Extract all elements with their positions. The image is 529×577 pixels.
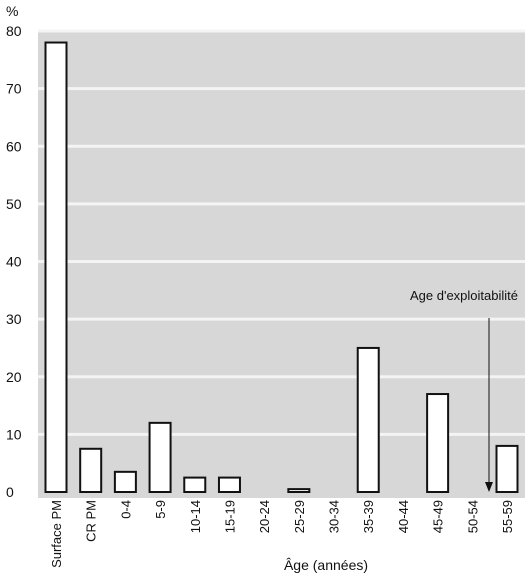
- x-tick-label: 55-59: [500, 500, 515, 533]
- x-tick-label: 30-34: [327, 500, 342, 533]
- bar: [113, 470, 137, 493]
- y-tick-label: 10: [6, 426, 22, 442]
- x-tick-label: 40-44: [396, 500, 411, 533]
- annotation-arrow-head: [485, 482, 493, 492]
- bar: [44, 41, 68, 494]
- bar: [217, 476, 241, 493]
- y-tick-label: 20: [6, 369, 22, 385]
- y-tick-labels: 0 10 20 30 40 50 60 70 80: [6, 23, 22, 500]
- annotation-label: Age d'exploitabilité: [410, 288, 518, 303]
- y-tick-label: 60: [6, 138, 22, 154]
- x-tick-label: 25-29: [292, 500, 307, 533]
- x-tick-label: 0-4: [118, 500, 133, 519]
- x-tick-label: 20-24: [257, 500, 272, 533]
- y-tick-label: 30: [6, 311, 22, 327]
- bar: [356, 346, 380, 493]
- y-tick-label: 70: [6, 81, 22, 97]
- x-tick-labels: Surface PM CR PM 0-4 5-9 10-14 15-19 20-24 25-2…: [49, 500, 515, 568]
- plot-background: [38, 30, 525, 498]
- x-tick-label: 50-54: [465, 500, 480, 533]
- x-tick-label: 5-9: [153, 500, 168, 519]
- bar: [148, 421, 172, 494]
- bar: [287, 488, 311, 493]
- y-tick-label: 50: [6, 196, 22, 212]
- x-tick-label: 10-14: [188, 500, 203, 533]
- y-unit-label: %: [6, 3, 18, 19]
- y-tick-label: 40: [6, 254, 22, 270]
- bars: [44, 41, 519, 494]
- x-tick-label: 45-49: [431, 500, 446, 533]
- gridlines: [38, 29, 525, 436]
- x-tick-label: Surface PM: [49, 500, 64, 568]
- x-tick-label: CR PM: [84, 500, 99, 542]
- bar: [79, 447, 103, 493]
- bar: [426, 393, 450, 494]
- y-tick-label: 80: [6, 23, 22, 39]
- bar: [183, 476, 207, 493]
- x-axis-title: Âge (années): [284, 557, 368, 573]
- x-tick-label: 35-39: [361, 500, 376, 533]
- y-tick-label: 0: [6, 484, 14, 500]
- bar: [495, 444, 519, 493]
- x-tick-label: 15-19: [222, 500, 237, 533]
